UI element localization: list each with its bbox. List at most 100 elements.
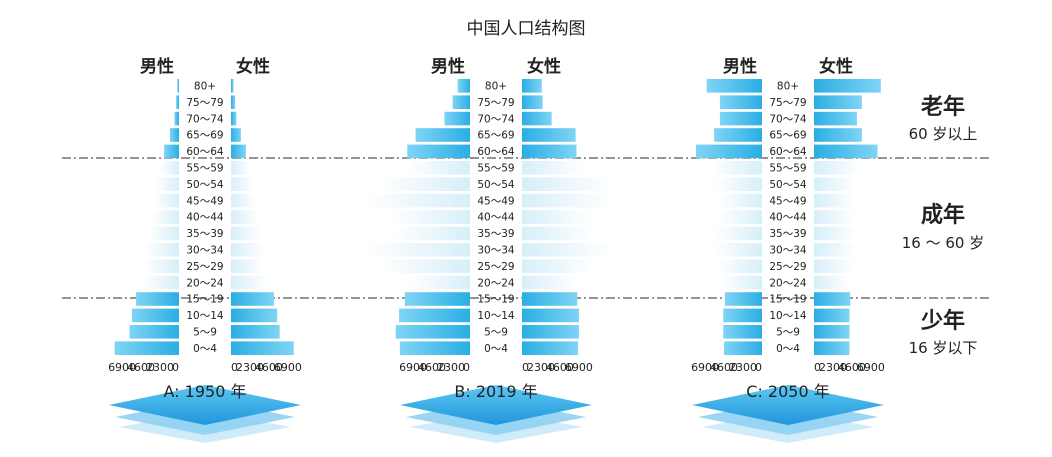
age-group-label: 25～29 [477, 261, 514, 273]
female-bar [231, 292, 274, 306]
female-bar [522, 144, 577, 159]
male-bar [155, 177, 179, 191]
age-group-label: 80+ [777, 81, 799, 93]
male-bar [174, 111, 179, 126]
female-bar [814, 325, 850, 339]
age-group-label: 80+ [485, 81, 507, 93]
male-bar [399, 308, 470, 323]
female-bar [814, 275, 850, 290]
male-bar [457, 79, 470, 93]
age-group-label: 40～44 [186, 212, 224, 224]
female-bar [814, 341, 850, 355]
age-group-label: 70～74 [769, 113, 807, 125]
age-group-label: 40～44 [769, 212, 807, 224]
female-bar [522, 210, 592, 224]
male-bar [399, 341, 470, 355]
female-bar [522, 259, 594, 273]
male-bar [153, 193, 179, 208]
male-bar [151, 210, 179, 224]
age-group-label: 0～4 [776, 343, 800, 355]
male-bar [129, 325, 179, 339]
age-group-label: 55～59 [769, 163, 806, 175]
age-group-label: 70～74 [477, 113, 515, 125]
x-tick-label: 4600 [546, 361, 574, 374]
age-group-label: 5～9 [776, 327, 800, 339]
female-bar [231, 325, 280, 339]
female-bar [522, 341, 579, 355]
age-group-label: 35～39 [477, 228, 514, 240]
age-group-label: 45～49 [186, 195, 223, 207]
age-group-label: 45～49 [769, 195, 806, 207]
female-bar [814, 292, 851, 306]
pyramid-year-label: B: 2019 年 [454, 382, 537, 401]
age-group-label: 10～14 [186, 310, 224, 322]
age-group-label: 55～59 [477, 163, 514, 175]
male-bar [114, 341, 179, 355]
male-bar [144, 259, 179, 273]
x-tick-label: 4600 [127, 361, 155, 374]
female-bar [231, 177, 254, 191]
female-bar [231, 144, 246, 159]
age-group-label: 35～39 [769, 228, 806, 240]
female-label: 女性 [527, 56, 561, 77]
male-label: 男性 [723, 56, 757, 77]
female-bar [231, 308, 278, 323]
age-group-label: 0～4 [484, 343, 508, 355]
female-bar [814, 177, 856, 191]
age-group-label: 15～19 [769, 294, 806, 306]
male-bar [724, 292, 762, 306]
male-bar [717, 259, 762, 273]
female-bar [814, 193, 854, 208]
male-bar [379, 177, 470, 191]
male-bar [444, 111, 470, 126]
female-bar [814, 161, 862, 175]
female-bar [522, 111, 552, 126]
male-bar [145, 243, 179, 257]
age-group-label: 60～64 [769, 146, 807, 158]
x-tick-label: 6900 [565, 361, 593, 374]
x-tick-label: 4600 [418, 361, 446, 374]
pedestal-graphic [692, 385, 884, 443]
age-group-label: 15～19 [186, 294, 223, 306]
female-bar [522, 161, 584, 175]
female-bar [231, 210, 259, 224]
age-group-label: 5～9 [193, 327, 217, 339]
female-label: 女性 [236, 56, 270, 77]
age-group-label: 35～39 [186, 228, 223, 240]
male-bar [380, 259, 470, 273]
pyramid-year-label: C: 2050 年 [746, 382, 829, 401]
male-bar [714, 177, 762, 191]
male-label: 男性 [431, 56, 465, 77]
female-bar [522, 177, 612, 191]
female-bar [814, 128, 862, 142]
zone-title-young: 少年 [920, 308, 965, 334]
female-bar [231, 95, 236, 109]
age-group-label: 30～34 [769, 245, 807, 257]
female-bar [814, 259, 853, 273]
male-bar [723, 308, 762, 323]
age-group-label: 50～54 [477, 179, 515, 191]
male-bar [141, 275, 179, 290]
male-bar [452, 95, 470, 109]
age-group-label: 65～69 [477, 130, 514, 142]
female-bar [814, 95, 862, 109]
x-tick-label: 2300 [146, 361, 174, 374]
female-bar [814, 243, 857, 257]
male-bar [404, 292, 470, 306]
age-group-label: 25～29 [769, 261, 806, 273]
x-tick-label: 6900 [108, 361, 136, 374]
female-bar [522, 95, 543, 109]
pedestal-graphic [109, 385, 301, 443]
age-group-label: 40～44 [477, 212, 515, 224]
female-bar [814, 308, 850, 323]
age-group-label: 65～69 [186, 130, 223, 142]
female-bar [814, 226, 857, 241]
x-tick-label: 2300 [437, 361, 465, 374]
x-tick-label: 6900 [691, 361, 719, 374]
male-bar [723, 325, 762, 339]
age-group-label: 20～24 [769, 277, 807, 289]
female-bar [814, 210, 853, 224]
zone-subtitle-adult: 16 ～ 60 岁 [902, 234, 984, 252]
age-group-label: 15～19 [477, 294, 514, 306]
